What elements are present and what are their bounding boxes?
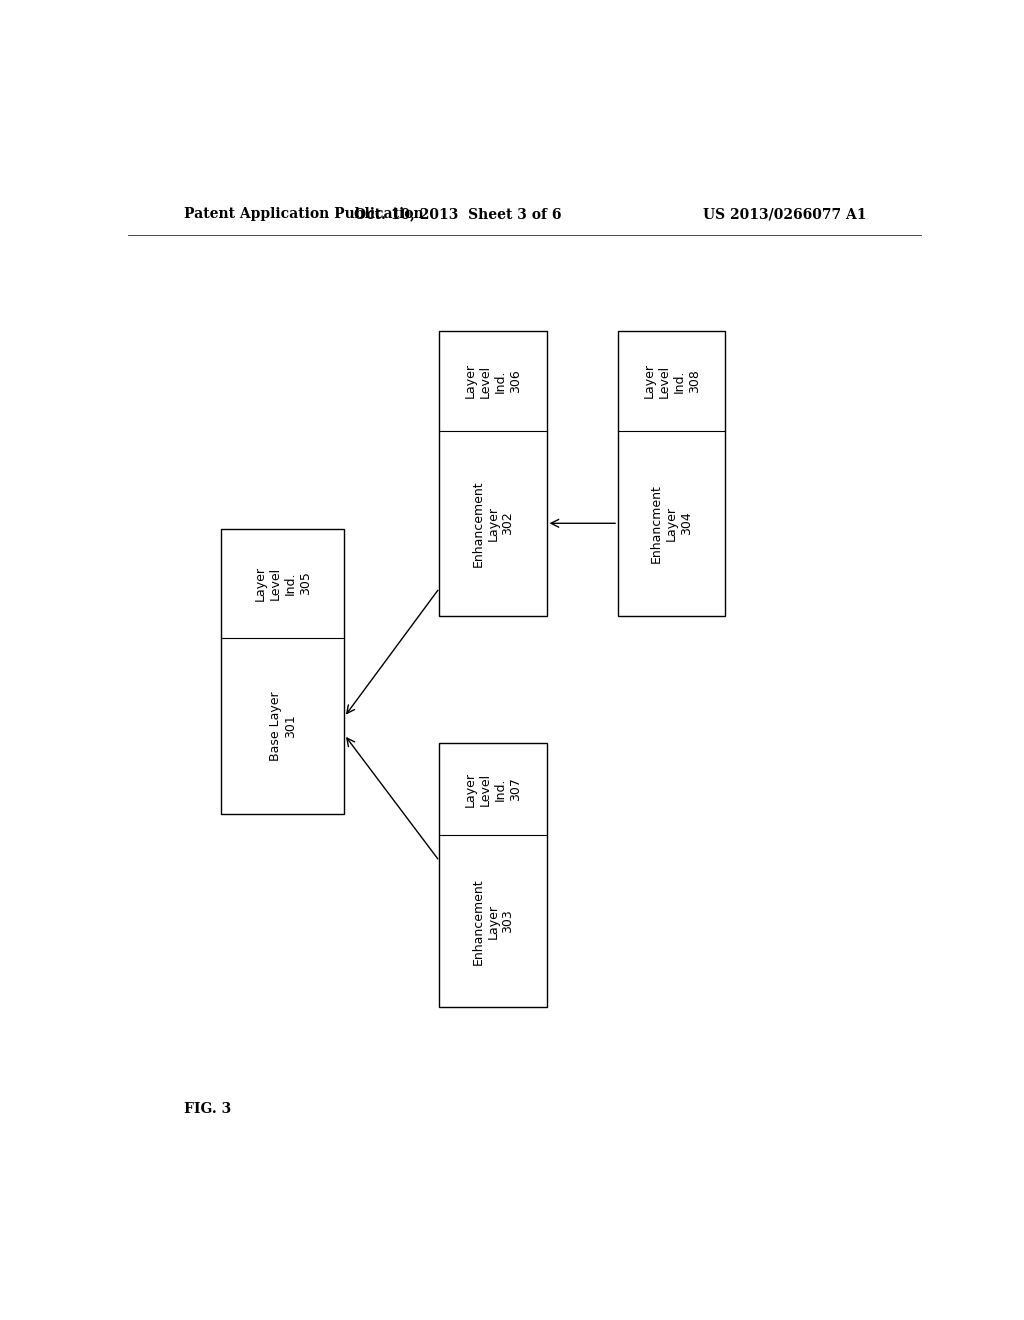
Text: Layer
Level
Ind.
305: Layer Level Ind. 305 [254, 566, 311, 601]
Text: Oct. 10, 2013  Sheet 3 of 6: Oct. 10, 2013 Sheet 3 of 6 [353, 207, 561, 222]
Text: Enhancment
Layer
304: Enhancment Layer 304 [650, 484, 693, 562]
Text: Layer
Level
Ind.
307: Layer Level Ind. 307 [464, 772, 522, 807]
Text: US 2013/0266077 A1: US 2013/0266077 A1 [702, 207, 866, 222]
Text: Enhancement
Layer
302: Enhancement Layer 302 [472, 480, 514, 566]
Bar [439, 331, 547, 616]
Text: Layer
Level
Ind.
308: Layer Level Ind. 308 [643, 363, 700, 399]
Text: Layer
Level
Ind.
306: Layer Level Ind. 306 [464, 363, 522, 399]
Text: Base Layer
301: Base Layer 301 [268, 690, 297, 760]
Bar [439, 743, 547, 1007]
Text: FIG. 3: FIG. 3 [183, 1102, 230, 1115]
Bar [221, 529, 344, 814]
Bar [618, 331, 725, 616]
Text: Patent Application Publication: Patent Application Publication [183, 207, 423, 222]
Text: Enhancement
Layer
303: Enhancement Layer 303 [472, 878, 514, 965]
